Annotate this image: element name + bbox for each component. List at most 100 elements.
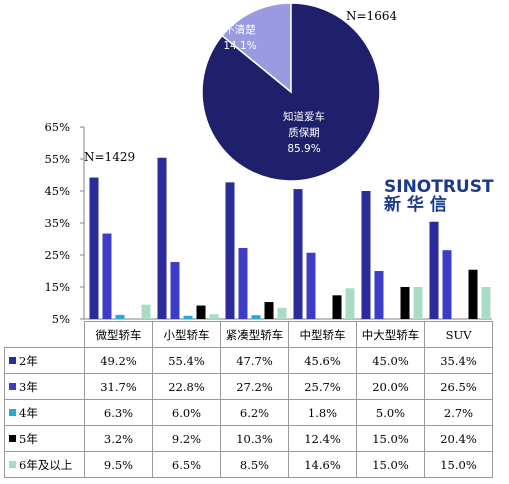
- table-cell: 20.0%: [356, 373, 425, 400]
- bar: [361, 191, 371, 319]
- table-row: 2年 49.2% 55.4% 47.7% 45.6% 45.0% 35.4%: [4, 347, 493, 374]
- table-category-header: 小型轿车: [152, 321, 221, 348]
- table-category-header: 微型轿车: [84, 321, 153, 348]
- bar: [306, 252, 316, 319]
- legend-swatch: [9, 460, 16, 468]
- table-header-row: 微型轿车 小型轿车 紧凑型轿车 中型轿车 中大型轿车 SUV: [4, 321, 493, 348]
- y-tick-label: 65%: [44, 120, 70, 134]
- bar: [293, 189, 303, 319]
- bar: [442, 250, 452, 319]
- table-cell: 6.2%: [220, 399, 289, 426]
- bar-sample-size: N=1429: [84, 150, 135, 164]
- bar: [429, 221, 439, 319]
- table-category-header: 中型轿车: [288, 321, 357, 348]
- bar: [345, 288, 355, 319]
- table-cell: 47.7%: [220, 347, 289, 374]
- bar: [277, 307, 287, 319]
- table-row: 4年 6.3% 6.0% 6.2% 1.8% 5.0% 2.7%: [4, 399, 493, 426]
- bar: [238, 247, 248, 319]
- legend-swatch: [9, 434, 16, 442]
- table-cell: 15.0%: [356, 425, 425, 452]
- bar: [141, 304, 151, 319]
- table-row: 5年 3.2% 9.2% 10.3% 12.4% 15.0% 20.4%: [4, 425, 493, 452]
- data-table: 微型轿车 小型轿车 紧凑型轿车 中型轿车 中大型轿车 SUV 2年 49.2% 55.4% 47…: [4, 321, 493, 478]
- pie-slice: [201, 2, 381, 182]
- legend-label: 3年: [19, 379, 38, 394]
- legend-swatch: [9, 356, 16, 364]
- table-row: 3年 31.7% 22.8% 27.2% 25.7% 20.0% 26.5%: [4, 373, 493, 400]
- table-cell: 27.2%: [220, 373, 289, 400]
- table-cell: 45.0%: [356, 347, 425, 374]
- table-cell: 12.4%: [288, 425, 357, 452]
- bar: [157, 157, 167, 319]
- legend-label: 2年: [19, 353, 38, 368]
- bar: [413, 287, 423, 319]
- bar: [89, 177, 99, 319]
- table-series-header: 2年: [4, 347, 85, 374]
- legend-label: 4年: [19, 405, 38, 420]
- bar: [468, 269, 478, 319]
- bar: [332, 295, 342, 319]
- legend-label: 5年: [19, 431, 38, 446]
- table-corner: [4, 321, 85, 348]
- bar: [115, 314, 125, 319]
- legend-swatch: [9, 382, 16, 390]
- y-tick-label: 45%: [44, 184, 70, 198]
- table-series-header: 5年: [4, 425, 85, 452]
- table-cell: 25.7%: [288, 373, 357, 400]
- table-cell: 35.4%: [424, 347, 493, 374]
- brand-name-en: SINOTRUST: [384, 177, 494, 197]
- y-tick-label: 15%: [44, 280, 70, 294]
- bar-chart-bars: [89, 157, 491, 319]
- table-cell: 9.5%: [84, 451, 153, 478]
- legend-label: 6年及以上: [19, 457, 73, 472]
- table-cell: 6.5%: [152, 451, 221, 478]
- table-series-header: 4年: [4, 399, 85, 426]
- pie-sample-size: N=1664: [346, 9, 397, 23]
- bar: [400, 287, 410, 319]
- table-cell: 3.2%: [84, 425, 153, 452]
- table-category-header: 紧凑型轿车: [220, 321, 289, 348]
- table-cell: 45.6%: [288, 347, 357, 374]
- table-cell: 5.0%: [356, 399, 425, 426]
- bar: [251, 315, 261, 319]
- table-cell: 9.2%: [152, 425, 221, 452]
- table-cell: 6.0%: [152, 399, 221, 426]
- bar: [102, 233, 112, 319]
- table-cell: 10.3%: [220, 425, 289, 452]
- bar: [264, 302, 274, 319]
- table-cell: 8.5%: [220, 451, 289, 478]
- legend-swatch: [9, 408, 16, 416]
- table-cell: 6.3%: [84, 399, 153, 426]
- table-cell: 14.6%: [288, 451, 357, 478]
- pie-slice-label: 不清楚 14.1%: [223, 23, 256, 52]
- table-cell: 2.7%: [424, 399, 493, 426]
- y-tick-label: 25%: [44, 248, 70, 262]
- table-series-header: 3年: [4, 373, 85, 400]
- bar: [183, 315, 193, 319]
- pie-chart: 不清楚 14.1% 知道爱车质保期 85.9%: [201, 2, 381, 182]
- table-cell: 55.4%: [152, 347, 221, 374]
- bar-chart-axis: 5%15%25%35%45%55%65%: [44, 120, 492, 326]
- bar: [374, 271, 384, 319]
- table-cell: 22.8%: [152, 373, 221, 400]
- bar: [481, 287, 491, 319]
- table-cell: 15.0%: [356, 451, 425, 478]
- table-row: 6年及以上 9.5% 6.5% 8.5% 14.6% 15.0% 15.0%: [4, 451, 493, 478]
- brand-name-cn: 新 华 信: [384, 194, 447, 215]
- pie-slice: [221, 2, 292, 94]
- y-tick-label: 55%: [44, 152, 70, 166]
- bar: [196, 305, 206, 319]
- bar: [209, 314, 219, 319]
- table-cell: 20.4%: [424, 425, 493, 452]
- table-cell: 49.2%: [84, 347, 153, 374]
- table-cell: 15.0%: [424, 451, 493, 478]
- table-category-header: SUV: [424, 321, 493, 348]
- bar: [225, 182, 235, 319]
- table-series-header: 6年及以上: [4, 451, 85, 478]
- table-cell: 26.5%: [424, 373, 493, 400]
- bar: [170, 262, 180, 319]
- y-tick-label: 35%: [44, 216, 70, 230]
- brand-logo: SINOTRUST 新 华 信: [384, 177, 494, 215]
